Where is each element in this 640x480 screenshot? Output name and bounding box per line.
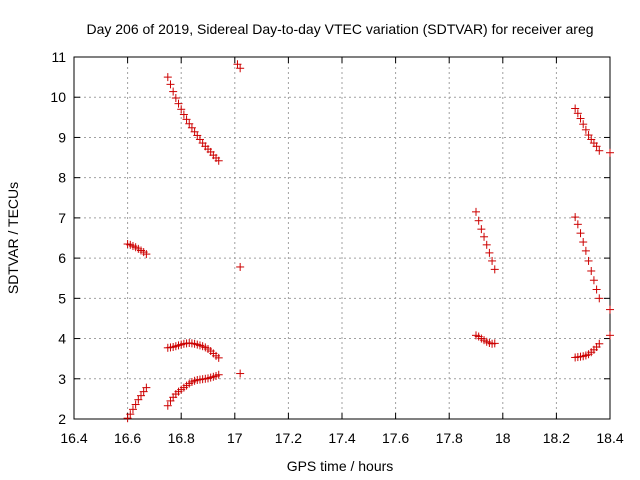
data-point — [573, 109, 582, 118]
x-tick-label: 18.4 — [596, 430, 623, 446]
x-tick-label: 17 — [227, 430, 243, 446]
data-point — [214, 353, 223, 362]
y-tick-label: 10 — [50, 89, 66, 105]
y-tick-label: 7 — [58, 210, 66, 226]
x-tick-label: 18.2 — [543, 430, 570, 446]
y-tick-label: 2 — [58, 411, 66, 427]
data-point — [142, 383, 151, 392]
x-tick-label: 17.4 — [328, 430, 355, 446]
x-tick-label: 17.8 — [436, 430, 463, 446]
data-point — [123, 414, 132, 423]
x-tick-label: 17.6 — [382, 430, 409, 446]
data-point — [187, 123, 196, 132]
x-tick-label: 17.2 — [275, 430, 302, 446]
data-point — [163, 73, 172, 82]
x-tick-label: 16.6 — [114, 430, 141, 446]
y-tick-label: 3 — [58, 371, 66, 387]
data-point — [185, 119, 194, 128]
data-point — [236, 369, 245, 378]
data-point — [488, 256, 497, 265]
data-point — [480, 232, 489, 241]
data-point — [490, 339, 499, 348]
data-point — [236, 64, 245, 73]
data-point — [137, 391, 145, 400]
data-point — [474, 216, 483, 225]
data-point — [573, 220, 582, 229]
data-point — [576, 229, 585, 238]
y-tick-label: 4 — [58, 331, 66, 347]
data-point — [128, 405, 137, 414]
data-point — [606, 305, 614, 314]
data-point — [579, 238, 588, 247]
x-axis-label: GPS time / hours — [287, 458, 394, 474]
data-point — [193, 131, 202, 140]
data-point — [472, 207, 480, 216]
x-tick-label: 16.4 — [60, 430, 87, 446]
y-tick-label: 5 — [58, 290, 66, 306]
grid — [74, 57, 610, 419]
data-point — [126, 410, 135, 419]
data-point — [214, 370, 223, 379]
data-point — [595, 146, 604, 155]
data-point — [606, 148, 614, 157]
y-tick-label: 6 — [58, 250, 66, 266]
data-point — [587, 266, 596, 275]
data-point — [131, 400, 140, 409]
data-point — [584, 131, 593, 140]
data-point — [606, 331, 614, 340]
data-point — [171, 94, 180, 103]
data-point — [166, 80, 175, 89]
data-point — [179, 110, 188, 119]
data-point — [214, 156, 223, 165]
data-point — [589, 276, 598, 285]
data-point — [174, 99, 183, 108]
data-point — [584, 256, 593, 265]
data-point — [581, 125, 590, 134]
y-tick-label: 9 — [58, 129, 66, 145]
data-point — [592, 285, 601, 294]
chart-title: Day 206 of 2019, Sidereal Day-to-day VTE… — [86, 21, 593, 37]
data-point — [595, 294, 604, 303]
data-point — [579, 120, 588, 129]
data-point — [177, 105, 186, 114]
data-point — [236, 262, 245, 271]
data-point — [134, 395, 143, 404]
data-point — [477, 225, 486, 234]
data-point — [571, 104, 580, 113]
y-tick-label: 8 — [58, 170, 66, 186]
data-point — [485, 248, 494, 257]
data-point — [581, 246, 590, 255]
data-point — [482, 240, 491, 249]
plot-frame — [73, 56, 611, 420]
data-point — [163, 401, 172, 410]
data-point — [142, 250, 151, 259]
x-tick-label: 16.8 — [168, 430, 195, 446]
y-tick-labels: 2 3 4 5 6 7 8 9 10 11 — [50, 49, 66, 427]
data-point — [139, 387, 148, 396]
data-points — [123, 60, 614, 423]
data-point — [233, 60, 242, 69]
data-point — [490, 265, 499, 274]
data-point — [576, 114, 585, 123]
data-point — [571, 213, 580, 222]
y-tick-label: 11 — [51, 49, 66, 65]
data-point — [592, 142, 601, 151]
data-point — [595, 339, 604, 348]
data-point — [169, 87, 178, 96]
x-tick-labels: 16.4 16.6 16.8 17 17.2 17.4 17.6 17.8 18 18.2 18.4 — [60, 430, 623, 446]
x-tick-label: 18 — [495, 430, 511, 446]
y-axis-label: SDTVAR / TECUs — [5, 182, 21, 294]
data-point — [182, 115, 191, 124]
